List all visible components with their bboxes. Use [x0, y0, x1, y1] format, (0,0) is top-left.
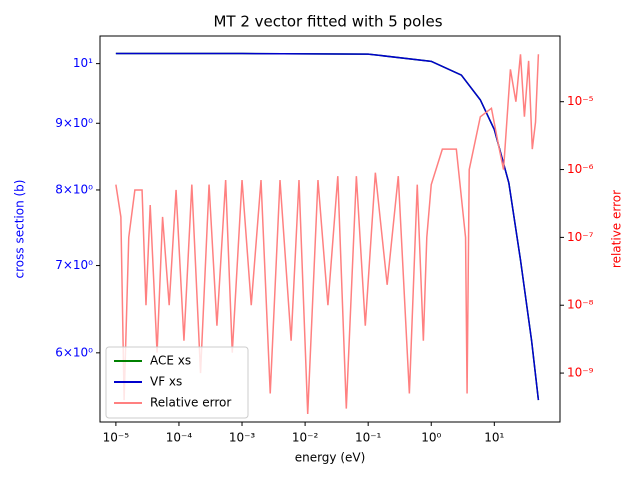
legend-box	[105, 346, 249, 419]
x-tick-label: 10⁻³	[229, 431, 256, 445]
series-line	[115, 54, 540, 414]
x-tick-label: 10⁻⁴	[166, 431, 193, 445]
y-tick-label: 8×10⁰	[55, 182, 93, 196]
y2-tick-label: 10⁻⁶	[567, 162, 594, 176]
x-tick-label: 10¹	[484, 431, 504, 445]
legend-label: ACE xs	[150, 354, 191, 368]
plot-frame	[99, 35, 561, 423]
y-tick-label: 10¹	[73, 56, 93, 70]
y2-tick-label: 10⁻⁵	[567, 94, 594, 108]
legend-label: VF xs	[150, 375, 182, 389]
x-axis-label: energy (eV)	[295, 451, 366, 465]
y2-axis-label: relative error	[610, 190, 624, 268]
series-line	[115, 52, 540, 401]
y2-tick-label: 10⁻⁸	[567, 298, 594, 312]
y-axis-label: cross section (b)	[13, 180, 27, 279]
y2-tick-label: 10⁻⁷	[567, 230, 594, 244]
x-tick-label: 10⁰	[421, 431, 441, 445]
legend-label: Relative error	[150, 396, 231, 410]
y-tick-label: 7×10⁰	[55, 258, 93, 272]
legend: ACE xs VF xs Relative error	[105, 346, 249, 419]
x-tick-label: 10⁻⁵	[103, 431, 130, 445]
y2-tick-label: 10⁻⁹	[567, 366, 594, 380]
chart-title: MT 2 vector fitted with 5 poles	[213, 13, 442, 31]
x-tick-label: 10⁻¹	[355, 431, 382, 445]
y-tick-label: 6×10⁰	[55, 345, 93, 359]
y-tick-label: 9×10⁰	[55, 116, 93, 130]
x-tick-label: 10⁻²	[292, 431, 319, 445]
